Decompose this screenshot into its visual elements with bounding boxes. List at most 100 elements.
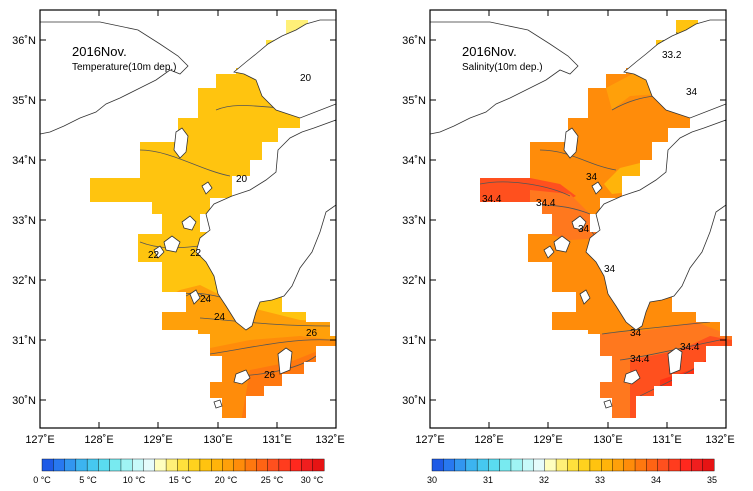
contour-line [209,339,331,355]
colorbar-label: 35 [707,475,717,485]
colorbar-label: 31 [483,475,493,485]
colorbar-swatch [188,458,201,472]
y-tick-label: 36˚N [12,35,36,47]
colorbar-swatch [634,458,647,472]
colorbar-swatch [533,458,546,472]
colorbar-swatch [691,458,704,472]
colorbar-label: 33 [595,475,605,485]
contour-label: 33.2 [662,50,682,61]
salinity-panel: 33.2 34 34 34.4 34.4 34 34 34 34.4 34.4 … [402,9,735,485]
y-tick-label: 34˚N [12,155,36,167]
map-frame [39,9,337,429]
colorbar-swatch [657,458,670,472]
colorbar-swatch [53,458,65,472]
colorbar-label: 34 [651,475,661,485]
contour-line [480,181,571,197]
contour-line [199,317,331,327]
contour-label: 34 [686,87,698,98]
y-tick-label: 31˚N [12,335,36,347]
y-tick-label: 32˚N [402,275,426,287]
x-tick-labels: 127˚E 128˚E 129˚E 130˚E 131˚E 132˚E [25,434,344,446]
y-tick-labels: 36˚N 35˚N 34˚N 33˚N 32˚N 31˚N 30˚N [12,35,36,407]
x-tick-label: 130˚E [593,434,622,446]
contour-label: 20 [236,174,248,185]
y-tick-label: 33˚N [12,215,36,227]
colorbar-label: 15 °C [169,475,192,485]
y-tick-label: 36˚N [402,35,426,47]
contour-label: 22 [190,248,202,259]
salinity-colorbar [431,458,715,472]
contour-label: 24 [200,294,212,305]
colorbar-swatch [120,458,133,472]
y-tick-label: 31˚N [402,335,426,347]
colorbar-swatch [702,458,715,472]
contour-label: 26 [306,328,318,339]
salinity-colorbar-labels: 30 31 32 33 34 35 [427,475,717,485]
colorbar-swatch [646,458,659,472]
x-tick-label: 130˚E [203,434,232,446]
colorbar-label: 20 °C [215,475,238,485]
contour-label: 34 [586,172,598,183]
temperature-contour-labels: 20 20 22 22 24 24 26 26 [148,73,318,381]
panel-title: 2016Nov. [462,44,517,59]
x-tick-label: 128˚E [84,434,113,446]
temperature-panel: 20 20 22 22 24 24 26 26 2016Nov. Tempera… [12,9,345,485]
colorbar-swatch [289,458,302,472]
colorbar-swatch [244,458,257,472]
colorbar-swatch [555,458,568,472]
contour-line [185,292,209,303]
colorbar-swatch [199,458,212,472]
x-tick-label: 131˚E [262,434,291,446]
colorbar-swatch [301,458,314,472]
y-tick-labels: 36˚N 35˚N 34˚N 33˚N 32˚N 31˚N 30˚N [402,35,426,407]
colorbar-swatch [278,458,291,472]
contour-label: 34 [630,328,642,339]
colorbar-swatch [476,458,489,472]
colorbar-swatch [668,458,681,472]
colorbar-swatch [64,458,77,472]
colorbar-swatch [165,458,178,472]
colorbar-swatch [679,458,692,472]
colorbar-swatch [210,458,223,472]
contour-label: 20 [300,73,312,84]
contour-label: 34 [578,224,590,235]
y-ticks [430,39,726,401]
colorbar-swatch [488,458,501,472]
colorbar-swatch [578,458,591,472]
y-tick-label: 30˚N [12,395,36,407]
colorbar-swatch [75,458,88,472]
contour-label: 22 [148,250,160,261]
colorbar-swatch [589,458,602,472]
contour-label: 34.4 [630,354,650,365]
colorbar-swatch [499,458,512,472]
temperature-colorbar [41,458,325,472]
x-ticks [429,10,727,428]
colorbar-swatch [544,458,557,472]
colorbar-swatch [154,458,167,472]
colorbar-label: 32 [539,475,549,485]
x-tick-labels: 127˚E 128˚E 129˚E 130˚E 131˚E 132˚E [415,434,734,446]
contour-label: 26 [264,370,276,381]
colorbar-swatch [567,458,580,472]
salinity-contour-labels: 33.2 34 34 34.4 34.4 34 34 34 34.4 34.4 [482,50,700,365]
colorbar-swatch [256,458,269,472]
colorbar-swatch [233,458,246,472]
colorbar-swatch [267,458,280,472]
y-tick-label: 35˚N [402,95,426,107]
colorbar-swatch [143,458,156,472]
map-frame [429,9,727,429]
colorbar-label: 30 °C [301,475,324,485]
x-tick-label: 132˚E [315,434,344,446]
colorbar-swatch [465,458,478,472]
x-tick-label: 127˚E [415,434,444,446]
colorbar-swatch [443,458,455,472]
contour-label: 34 [604,264,616,275]
island [603,399,613,409]
y-tick-label: 32˚N [12,275,36,287]
contour-label: 24 [214,312,226,323]
panel-subtitle: Salinity(10m dep.) [462,62,543,73]
contour-label: 34.4 [536,198,556,209]
panel-title: 2016Nov. [72,44,127,59]
colorbar-swatch [510,458,523,472]
